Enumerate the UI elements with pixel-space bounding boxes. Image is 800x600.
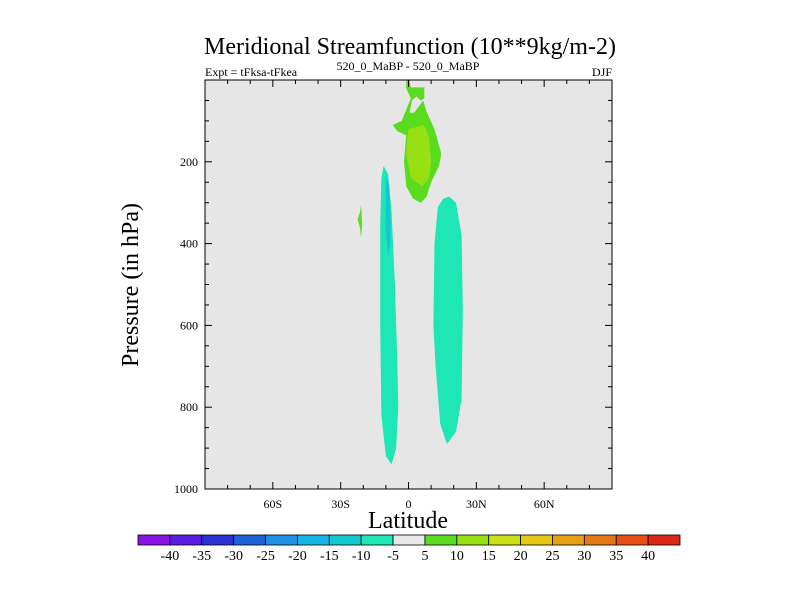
right-subtitle: DJF <box>592 65 612 79</box>
y-tick-label: 800 <box>180 400 198 414</box>
colorbar: -40 -35 -30 -25 -20 -15 -10 -5 5 10 15 20 25 30 35 40 <box>137 534 681 564</box>
x-axis-ticks: 60S 30S 0 30N 60N <box>227 80 590 511</box>
colorbar-box <box>647 534 681 546</box>
colorbar-label: 10 <box>450 549 464 564</box>
nh-cell <box>433 196 463 444</box>
colorbar-label: -40 <box>161 549 180 564</box>
center-subtitle: 520_0_MaBP - 520_0_MaBP <box>337 59 480 73</box>
colorbar-box <box>297 534 330 546</box>
colorbar-box <box>392 534 426 546</box>
colorbar-label: -35 <box>192 549 211 564</box>
colorbar-box <box>520 534 553 546</box>
y-axis-label: Pressure (in hPa) <box>118 203 144 367</box>
colorbar-box <box>456 534 490 546</box>
colorbar-label: -10 <box>352 549 371 564</box>
upper-cell-inner <box>406 125 432 187</box>
sh-cell-inner <box>385 176 391 256</box>
colorbar-label: 15 <box>482 549 496 564</box>
left-subtitle: Expt = tFksa-tFkea <box>205 65 298 79</box>
y-tick-label: 1000 <box>174 482 198 496</box>
colorbar-label: 30 <box>577 549 591 564</box>
colorbar-box <box>488 534 521 546</box>
sh-isolated-positive <box>357 204 363 238</box>
x-tick-label: 60N <box>534 497 555 511</box>
chart-title: Meridional Streamfunction (10**9kg/m-2) <box>204 34 616 60</box>
colorbar-box <box>552 534 585 546</box>
y-tick-label: 400 <box>180 237 198 251</box>
colorbar-box <box>360 534 394 546</box>
colorbar-label: 20 <box>514 549 528 564</box>
colorbar-box <box>328 534 362 546</box>
colorbar-label: 40 <box>641 549 655 564</box>
colorbar-label: 5 <box>421 549 428 564</box>
contour-regions <box>357 80 463 465</box>
colorbar-label: -5 <box>387 549 399 564</box>
colorbar-box <box>137 534 171 546</box>
x-tick-label: 0 <box>406 497 412 511</box>
y-tick-label: 200 <box>180 155 198 169</box>
colorbar-box <box>424 534 458 546</box>
x-tick-label: 30S <box>331 497 350 511</box>
colorbar-label: -15 <box>320 549 339 564</box>
colorbar-box <box>233 534 266 546</box>
colorbar-box <box>169 534 203 546</box>
sh-cell-outer <box>380 165 399 465</box>
colorbar-label: -30 <box>224 549 243 564</box>
colorbar-label: -20 <box>288 549 307 564</box>
colorbar-box <box>201 534 235 546</box>
x-axis-label: Latitude <box>368 508 448 534</box>
colorbar-label: -25 <box>256 549 275 564</box>
x-tick-label: 60S <box>263 497 282 511</box>
colorbar-label: 35 <box>609 549 623 564</box>
colorbar-box <box>583 534 617 546</box>
colorbar-box <box>265 534 298 546</box>
y-axis-ticks: 200 400 600 800 1000 <box>174 99 612 496</box>
y-tick-label: 600 <box>180 318 198 332</box>
x-tick-label: 30N <box>466 497 487 511</box>
colorbar-box <box>615 534 649 546</box>
colorbar-label: 25 <box>545 549 559 564</box>
